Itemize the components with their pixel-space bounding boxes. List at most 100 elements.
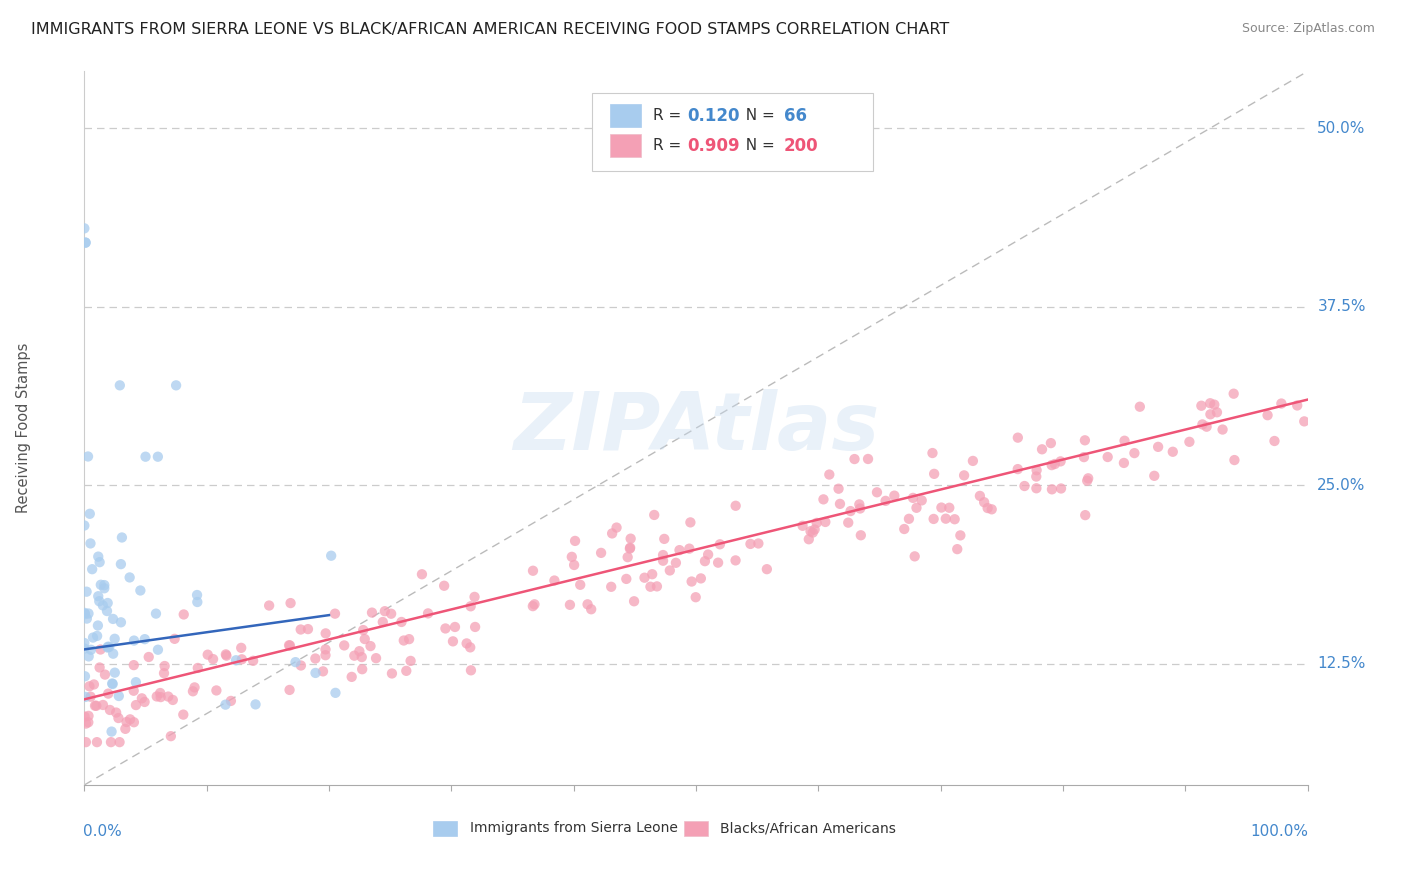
Text: 0.0%: 0.0% — [83, 824, 122, 839]
Point — [619, 541, 641, 555]
Point — [606, 520, 628, 534]
Point — [576, 597, 599, 611]
Point — [633, 571, 655, 585]
Point — [146, 642, 169, 657]
Point — [591, 546, 613, 560]
Point — [1025, 469, 1047, 483]
Point — [75, 716, 97, 731]
Point — [434, 622, 457, 636]
Point — [1031, 442, 1053, 457]
Point — [290, 658, 312, 673]
Point — [938, 500, 960, 515]
Point — [129, 583, 152, 598]
Point — [668, 543, 690, 558]
Point — [381, 666, 404, 681]
Bar — [610, 134, 641, 157]
Point — [1007, 431, 1029, 445]
Point — [1112, 456, 1135, 470]
Point — [122, 633, 145, 648]
Point — [380, 607, 402, 621]
Point — [678, 541, 700, 556]
Point — [641, 567, 664, 582]
Point — [818, 467, 841, 482]
Point — [1199, 396, 1222, 410]
Point — [1074, 434, 1097, 448]
Point — [91, 599, 114, 613]
Point — [163, 632, 186, 646]
Text: ZIPAtlas: ZIPAtlas — [513, 389, 879, 467]
Point — [561, 549, 583, 564]
Point — [399, 654, 422, 668]
Point — [97, 687, 120, 701]
Point — [893, 522, 915, 536]
Point — [1050, 482, 1073, 496]
Point — [374, 604, 396, 618]
Point — [86, 629, 108, 643]
Point — [1222, 386, 1244, 401]
Point — [1161, 444, 1184, 458]
Point — [1040, 458, 1063, 472]
Point — [122, 658, 145, 673]
Point — [76, 584, 98, 599]
Point — [125, 675, 148, 690]
Point — [1043, 457, 1066, 471]
Point — [73, 518, 96, 533]
Point — [814, 515, 837, 529]
Point — [976, 501, 998, 516]
Point — [101, 612, 124, 626]
Point — [202, 652, 225, 666]
Point — [98, 640, 121, 654]
Point — [837, 516, 859, 530]
Point — [89, 555, 111, 569]
Text: 66: 66 — [785, 107, 807, 125]
Point — [600, 580, 623, 594]
Point — [849, 528, 872, 542]
Point — [105, 706, 128, 720]
Point — [464, 620, 486, 634]
Point — [173, 607, 195, 622]
Point — [225, 653, 247, 667]
Point — [98, 703, 121, 717]
Point — [543, 574, 565, 588]
Point — [1189, 399, 1212, 413]
Point — [1204, 398, 1226, 412]
Text: 0.909: 0.909 — [688, 136, 740, 154]
Point — [114, 722, 136, 736]
Point — [352, 623, 374, 637]
Point — [755, 562, 778, 576]
Point — [160, 729, 183, 743]
Point — [911, 493, 934, 508]
Point — [411, 567, 433, 582]
Point — [922, 467, 945, 481]
Point — [87, 589, 110, 603]
Text: R =: R = — [654, 138, 686, 153]
FancyBboxPatch shape — [592, 93, 873, 171]
Point — [361, 606, 384, 620]
Point — [679, 516, 702, 530]
Point — [107, 711, 129, 725]
Point — [242, 654, 264, 668]
Text: Receiving Food Stamps: Receiving Food Stamps — [15, 343, 31, 514]
Point — [257, 599, 280, 613]
Point — [231, 640, 253, 655]
Point — [304, 651, 326, 665]
Point — [1040, 483, 1063, 497]
Point — [73, 606, 96, 620]
Point — [1039, 436, 1062, 450]
Point — [89, 594, 111, 608]
Point — [91, 698, 114, 712]
Point — [314, 648, 336, 663]
Point — [1191, 417, 1213, 432]
Point — [87, 618, 110, 632]
Point — [828, 497, 851, 511]
Point — [1049, 454, 1071, 468]
Point — [340, 670, 363, 684]
Point — [564, 533, 586, 548]
Point — [562, 558, 585, 572]
Point — [460, 599, 482, 614]
Point — [278, 638, 301, 652]
Point — [75, 690, 97, 704]
Point — [73, 607, 96, 621]
Text: R =: R = — [654, 108, 686, 123]
Point — [1286, 399, 1309, 413]
